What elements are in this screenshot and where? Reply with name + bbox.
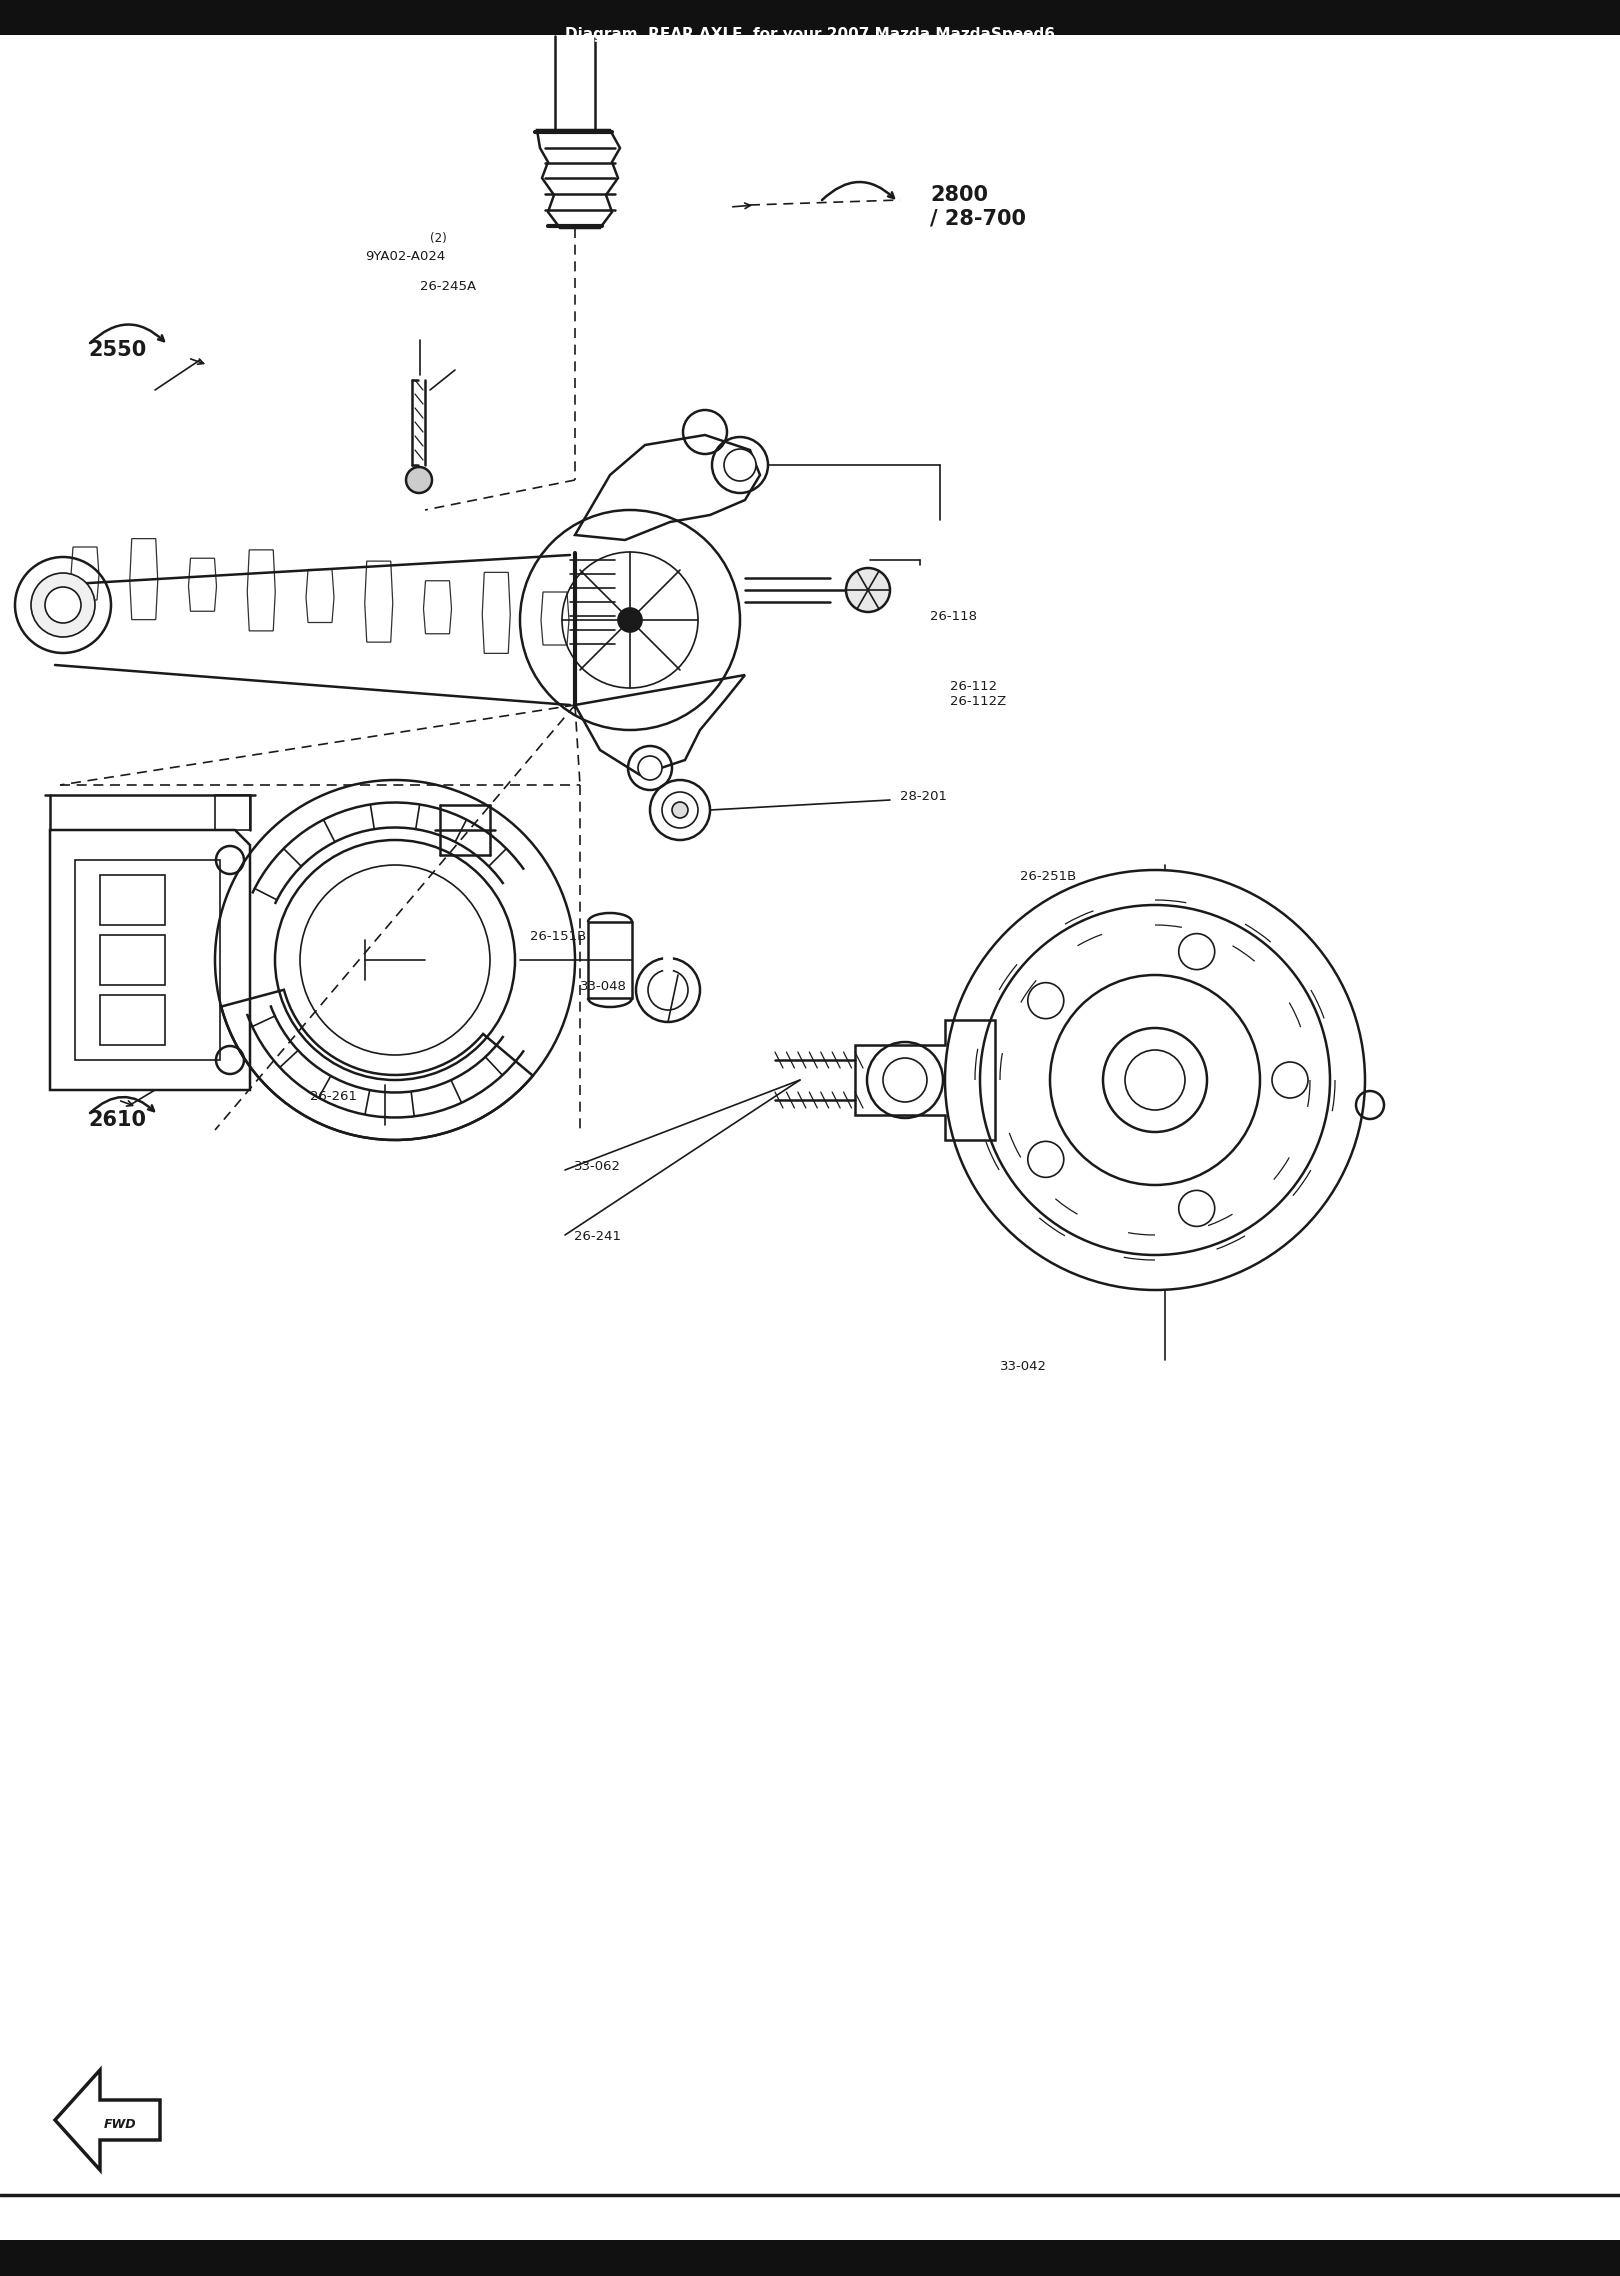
Text: 26-118: 26-118 <box>930 610 977 624</box>
Circle shape <box>672 801 688 817</box>
Bar <box>0 2240 1620 2276</box>
Text: 26-251B: 26-251B <box>1021 869 1076 883</box>
Text: 26-112
26-112Z: 26-112 26-112Z <box>949 681 1006 708</box>
Text: 9YA02-A024: 9YA02-A024 <box>364 250 446 264</box>
Text: 2610: 2610 <box>87 1111 146 1129</box>
Circle shape <box>1272 1063 1307 1097</box>
Circle shape <box>1027 983 1064 1020</box>
Text: 33-062: 33-062 <box>573 1161 620 1172</box>
Circle shape <box>407 467 433 494</box>
Text: 26-151B: 26-151B <box>530 931 586 942</box>
Circle shape <box>617 608 642 633</box>
Text: 33-048: 33-048 <box>580 981 627 992</box>
Text: FWD: FWD <box>104 2119 136 2133</box>
Text: 28-201: 28-201 <box>901 790 948 803</box>
Text: 2800
/ 28-700: 2800 / 28-700 <box>930 184 1025 228</box>
Text: (2): (2) <box>429 232 447 246</box>
Circle shape <box>846 569 889 612</box>
Circle shape <box>45 587 81 624</box>
Text: Diagram  REAR AXLE  for your 2007 Mazda MazdaSpeed6: Diagram REAR AXLE for your 2007 Mazda Ma… <box>565 27 1055 41</box>
Text: 26-245A: 26-245A <box>420 280 476 294</box>
Circle shape <box>638 756 663 781</box>
Text: 33-042: 33-042 <box>1000 1361 1047 1372</box>
Bar <box>0 0 1620 34</box>
Wedge shape <box>222 990 533 1140</box>
Text: 26-261: 26-261 <box>309 1090 356 1104</box>
Circle shape <box>31 574 96 637</box>
Text: 2550: 2550 <box>87 339 146 360</box>
Circle shape <box>724 448 757 480</box>
Circle shape <box>1179 1190 1215 1227</box>
Text: 26-241: 26-241 <box>573 1229 620 1243</box>
Circle shape <box>1179 933 1215 970</box>
Circle shape <box>1027 1140 1064 1177</box>
